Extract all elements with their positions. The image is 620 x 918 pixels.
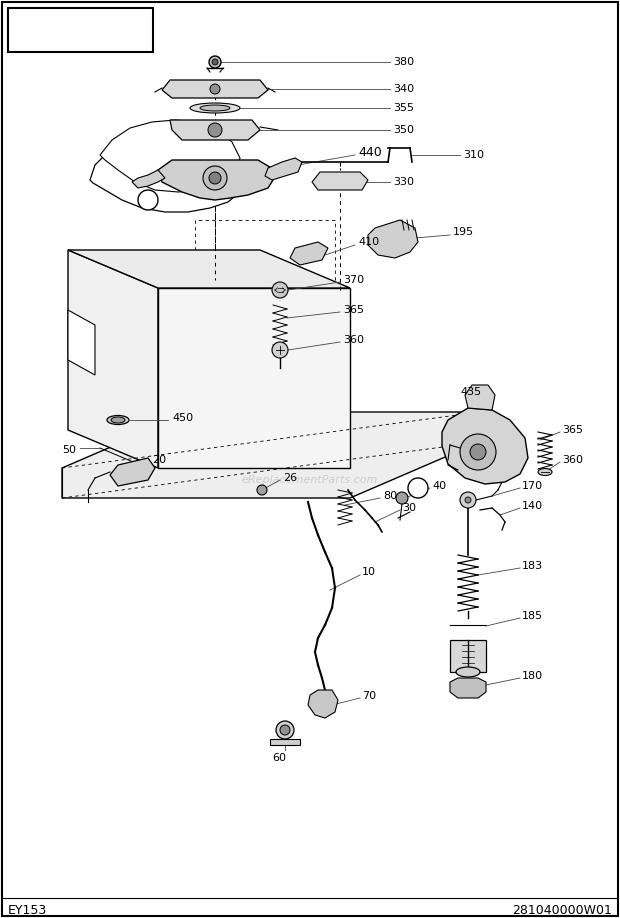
Circle shape (210, 84, 220, 94)
Text: 330: 330 (393, 177, 414, 187)
Ellipse shape (107, 416, 129, 424)
Text: 170: 170 (522, 481, 543, 491)
Text: 310: 310 (463, 150, 484, 160)
Ellipse shape (538, 468, 552, 476)
Circle shape (396, 492, 408, 504)
Text: 10: 10 (362, 567, 376, 577)
Circle shape (138, 190, 158, 210)
Text: 360: 360 (343, 335, 364, 345)
Bar (270, 739, 300, 745)
Circle shape (408, 478, 428, 498)
Circle shape (209, 172, 221, 184)
Text: 26: 26 (283, 473, 297, 483)
Text: 185: 185 (522, 611, 543, 621)
Polygon shape (450, 678, 486, 698)
Ellipse shape (200, 105, 230, 111)
Circle shape (465, 497, 471, 503)
Text: EY153: EY153 (8, 903, 47, 916)
Polygon shape (265, 158, 302, 180)
Text: 365: 365 (562, 425, 583, 435)
Text: 50: 50 (62, 445, 76, 455)
Text: 180: 180 (522, 671, 543, 681)
Circle shape (276, 721, 294, 739)
Text: 80: 80 (383, 491, 397, 501)
Circle shape (212, 59, 218, 65)
Text: 380: 380 (393, 57, 414, 67)
Text: 70: 70 (362, 691, 376, 701)
Text: 195: 195 (453, 227, 474, 237)
Polygon shape (170, 120, 260, 140)
Polygon shape (290, 242, 328, 265)
Polygon shape (308, 690, 338, 718)
Text: 281040000W01: 281040000W01 (512, 903, 612, 916)
Text: A: A (144, 195, 152, 205)
Polygon shape (110, 458, 155, 486)
Text: 370: 370 (343, 275, 364, 285)
Polygon shape (312, 172, 368, 190)
Text: eReplacementParts.com: eReplacementParts.com (242, 475, 378, 485)
Circle shape (257, 485, 267, 495)
Circle shape (460, 492, 476, 508)
Polygon shape (465, 385, 495, 410)
Text: 450: 450 (172, 413, 193, 423)
Text: FIG.  400: FIG. 400 (14, 18, 140, 42)
Text: 40: 40 (432, 481, 446, 491)
Polygon shape (132, 170, 165, 188)
Polygon shape (68, 310, 95, 375)
Ellipse shape (111, 417, 125, 423)
Circle shape (209, 56, 221, 68)
Text: 30: 30 (402, 503, 416, 513)
Polygon shape (100, 120, 240, 192)
Polygon shape (68, 250, 158, 468)
Polygon shape (90, 136, 245, 212)
Circle shape (272, 282, 288, 298)
Polygon shape (62, 412, 480, 498)
Text: 440: 440 (358, 145, 382, 159)
Text: 20: 20 (152, 455, 166, 465)
Circle shape (460, 434, 496, 470)
Circle shape (470, 444, 486, 460)
Bar (8, 8, 153, 52)
Text: 360: 360 (562, 455, 583, 465)
Text: 140: 140 (522, 501, 543, 511)
Text: 355: 355 (393, 103, 414, 113)
Text: 340: 340 (393, 84, 414, 94)
Circle shape (203, 166, 227, 190)
Text: 183: 183 (522, 561, 543, 571)
Bar (450, 640, 486, 672)
Text: 410: 410 (358, 237, 379, 247)
Text: 435: 435 (460, 387, 481, 397)
Circle shape (208, 123, 222, 137)
Text: A: A (414, 483, 422, 493)
Text: 60: 60 (272, 753, 286, 763)
Circle shape (272, 342, 288, 358)
Polygon shape (368, 220, 418, 258)
Text: 365: 365 (343, 305, 364, 315)
Text: 350: 350 (393, 125, 414, 135)
Polygon shape (68, 250, 350, 288)
Polygon shape (158, 160, 278, 200)
Polygon shape (442, 408, 528, 484)
Circle shape (280, 725, 290, 735)
Ellipse shape (456, 667, 480, 677)
Polygon shape (158, 288, 350, 468)
Polygon shape (162, 80, 268, 98)
Ellipse shape (190, 103, 240, 113)
